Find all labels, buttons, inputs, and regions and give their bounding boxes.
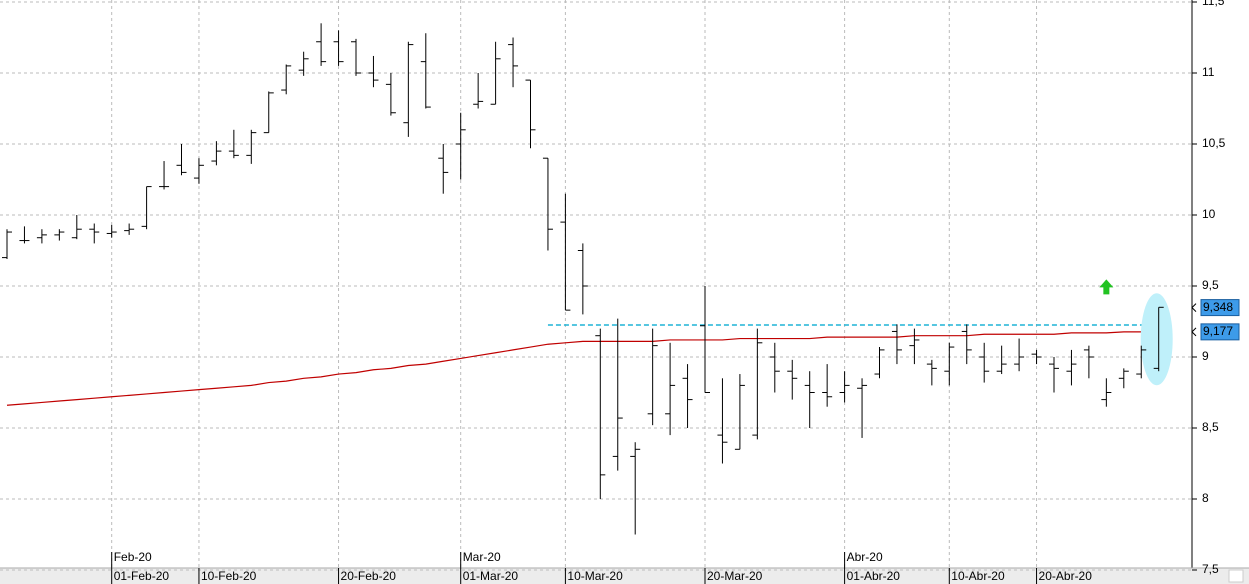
y-tick-label: 11,5 [1202, 0, 1225, 8]
moving-average [6, 331, 1159, 406]
signal-arrow [1099, 279, 1114, 295]
y-tick-label: 9 [1202, 349, 1209, 363]
corner-icon [1228, 569, 1244, 583]
x-tick-label: 01-Mar-20 [463, 569, 519, 583]
x-tick-label: 20-Mar-20 [707, 569, 763, 583]
x-tick-label: 01-Feb-20 [114, 569, 170, 583]
y-tick-label: 7,5 [1202, 562, 1219, 576]
y-tick-label: 11 [1202, 65, 1215, 79]
price-pointer [1191, 327, 1197, 337]
month-label: Feb-20 [114, 550, 152, 564]
x-tick-label: 01-Abr-20 [847, 569, 901, 583]
x-tick-label: 10-Feb-20 [201, 569, 257, 583]
x-tick-label: 10-Abr-20 [951, 569, 1005, 583]
x-tick-label: 20-Abr-20 [1039, 569, 1093, 583]
price-label: 9,348 [1203, 300, 1233, 314]
y-tick-label: 10,5 [1202, 136, 1226, 150]
x-tick-label: 10-Mar-20 [567, 569, 623, 583]
highlight [1140, 293, 1173, 386]
month-label: Mar-20 [463, 550, 501, 564]
price-box [1200, 299, 1240, 317]
y-tick-label: 10 [1202, 207, 1216, 221]
price-pointer [1191, 303, 1197, 312]
y-tick-label: 9,5 [1202, 278, 1219, 292]
date-strip [0, 568, 1249, 584]
y-tick-label: 8,5 [1202, 420, 1219, 434]
price-label: 9,177 [1203, 324, 1233, 338]
price-box [1200, 323, 1240, 341]
y-tick-label: 8 [1202, 491, 1209, 505]
month-label: Abr-20 [847, 550, 883, 564]
x-tick-label: 20-Feb-20 [341, 569, 397, 583]
